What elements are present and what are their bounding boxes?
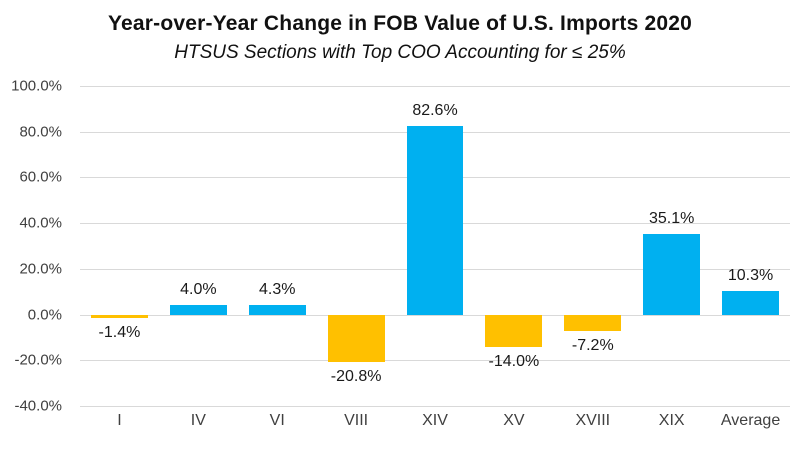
x-tick-label-I: I — [117, 412, 122, 429]
y-tick-label: 100.0% — [11, 77, 62, 95]
bar-value-label: -1.4% — [98, 323, 141, 341]
x-axis: I IV VI VIII XIV XV XVIII XIX Average — [80, 412, 790, 438]
x-tick-label-XVIII: XVIII — [575, 412, 611, 429]
bar-IV — [169, 305, 227, 315]
x-tick-label-VIII: VIII — [344, 412, 369, 429]
y-tick-label: 0.0% — [27, 306, 62, 324]
bar-value-label: 35.1% — [648, 210, 695, 228]
bar-value-label: 4.0% — [180, 281, 217, 299]
bar-value-label: 4.3% — [258, 280, 296, 298]
bar-value-label: -20.8% — [330, 368, 382, 386]
bar-XVIII — [564, 314, 622, 332]
chart-subtitle: HTSUS Sections with Top COO Accounting f… — [174, 42, 626, 63]
y-tick-label: 40.0% — [19, 214, 62, 232]
bar-value-label: -14.0% — [488, 352, 540, 370]
x-tick-label-Average: Average — [720, 412, 781, 429]
bar-VIII — [327, 314, 385, 363]
y-tick-label: 60.0% — [19, 168, 62, 186]
bar-VI — [248, 304, 306, 315]
bar-XIV — [406, 125, 464, 315]
x-tick-label-XIX: XIX — [658, 412, 685, 429]
bar-value-label: -7.2% — [571, 337, 614, 355]
gridline — [80, 406, 790, 407]
bar-Average — [722, 291, 779, 315]
y-tick-label: 20.0% — [19, 260, 62, 278]
plot-area: -1.4% 4.0% 4.3% -20.8% 82.6% -14.0% -7.2% 35.1%… — [80, 86, 790, 407]
x-tick-label-IV: IV — [190, 412, 206, 429]
x-tick-label-XV: XV — [503, 412, 525, 429]
x-tick-label-VI: VI — [269, 412, 285, 429]
y-tick-label: -40.0% — [14, 397, 62, 415]
x-tick-label-XIV: XIV — [422, 412, 448, 429]
gridline — [80, 86, 790, 87]
chart-title: Year-over-Year Change in FOB Value of U.… — [107, 12, 693, 35]
bar-value-label: 10.3% — [727, 267, 774, 285]
y-tick-label: 80.0% — [19, 123, 62, 141]
y-axis: 100.0% 80.0% 60.0% 40.0% 20.0% 0.0% -20.0% -40.… — [0, 78, 70, 415]
gridline — [80, 360, 790, 362]
bar-XV — [485, 314, 543, 347]
bar-XIX — [643, 234, 701, 315]
gridline — [80, 314, 790, 316]
bar-I — [91, 314, 148, 318]
bar-value-label: 82.6% — [412, 101, 458, 119]
y-tick-label: -20.0% — [14, 351, 62, 369]
